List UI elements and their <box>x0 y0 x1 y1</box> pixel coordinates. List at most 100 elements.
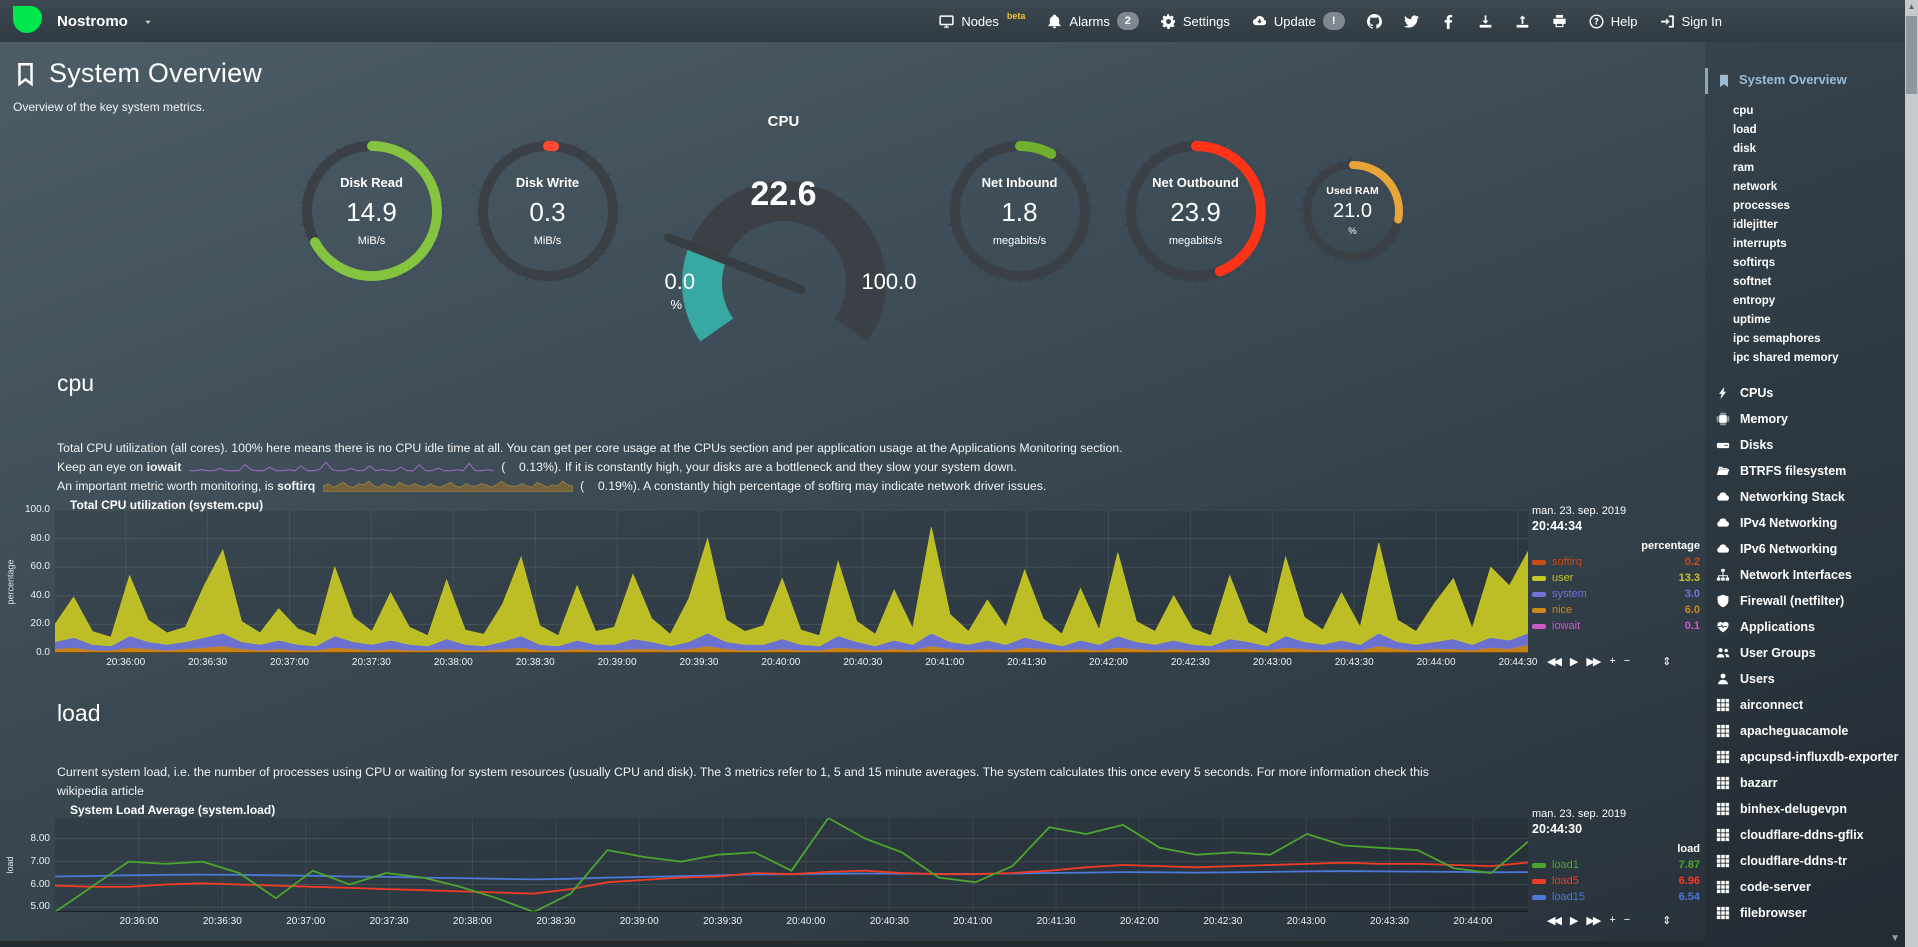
nav-nodes[interactable]: Nodes beta <box>928 0 1036 42</box>
chart-toolbar-button[interactable]: + <box>1609 914 1616 926</box>
sidebar-subitem-interrupts[interactable]: interrupts <box>1733 237 1787 250</box>
sidebar-subitem-ipc-shared-memory[interactable]: ipc shared memory <box>1733 351 1839 364</box>
sidebar-item-user-groups[interactable]: User Groups <box>1705 640 1905 666</box>
y-tick: 0.0 <box>36 647 50 658</box>
sidebar-subitem-cpu[interactable]: cpu <box>1733 104 1754 117</box>
sidebar-item-code-server[interactable]: code-server <box>1705 874 1905 900</box>
sidebar-item-ipv6-networking[interactable]: IPv6 Networking <box>1705 536 1905 562</box>
section-heading-cpu[interactable]: cpu <box>57 370 95 396</box>
legend-swatch <box>1532 862 1546 868</box>
sidebar-subitem-entropy[interactable]: entropy <box>1733 294 1776 307</box>
sidebar-item-apcupsd-influxdb-exporter[interactable]: apcupsd-influxdb-exporter <box>1705 744 1905 770</box>
chart-toolbar-button[interactable]: ◀◀ <box>1547 656 1562 668</box>
gauge-net-inbound[interactable]: Net Inbound 1.8 megabits/s <box>945 136 1095 286</box>
chart-resize-handle[interactable]: ⇕ <box>1662 915 1672 927</box>
monitor-icon <box>939 13 954 29</box>
nav-github[interactable] <box>1356 0 1393 42</box>
legend-row-load1[interactable]: load1 7.87 <box>1532 859 1700 871</box>
sidebar-subitem-ram[interactable]: ram <box>1733 161 1755 174</box>
legend-row-load5[interactable]: load5 6.96 <box>1532 875 1700 887</box>
sidebar-scroll-down-icon[interactable]: ▼ <box>1890 933 1900 944</box>
legend-row-nice[interactable]: nice 6.0 <box>1532 604 1700 616</box>
sidebar-item-users[interactable]: Users <box>1705 666 1905 692</box>
cpu-chart-plot[interactable] <box>55 510 1528 653</box>
sidebar-item-airconnect[interactable]: airconnect <box>1705 692 1905 718</box>
sidebar-subitem-idlejitter[interactable]: idlejitter <box>1733 218 1778 231</box>
nav-save-snapshot[interactable] <box>1467 0 1504 42</box>
legend-row-iowait[interactable]: iowait 0.1 <box>1532 620 1700 632</box>
nav-twitter[interactable] <box>1393 0 1430 42</box>
gauge-net-outbound[interactable]: Net Outbound 23.9 megabits/s <box>1121 136 1271 286</box>
chart-toolbar-button[interactable]: ▶▶ <box>1586 915 1601 927</box>
sidebar-subitem-disk[interactable]: disk <box>1733 142 1757 155</box>
gauge-disk-read[interactable]: Disk Read 14.9 MiB/s <box>297 136 447 286</box>
gauge-cpu[interactable]: CPU 22.6 0.0 100.0 % <box>649 113 919 342</box>
nav-alarms[interactable]: Alarms 2 <box>1036 0 1149 42</box>
load-description-link[interactable]: wikipedia article <box>57 784 144 798</box>
memory-icon <box>1716 412 1740 426</box>
nav-load-snapshot[interactable] <box>1504 0 1541 42</box>
sidebar-subitem-load[interactable]: load <box>1733 123 1757 136</box>
sidebar-item-cpus[interactable]: CPUs <box>1705 380 1905 406</box>
sidebar-item-filebrowser[interactable]: filebrowser <box>1705 900 1905 926</box>
sidebar-item-btrfs-filesystem[interactable]: BTRFS filesystem <box>1705 458 1905 484</box>
sidebar-item-ipv4-networking[interactable]: IPv4 Networking <box>1705 510 1905 536</box>
sidebar-item-label: User Groups <box>1740 645 1816 660</box>
nav-facebook[interactable] <box>1430 0 1467 42</box>
nav-print[interactable] <box>1541 0 1578 42</box>
scroll-up-arrow[interactable]: ▲ <box>1907 2 1916 11</box>
nav-label: Alarms <box>1069 13 1110 29</box>
cpu-description-line3: An important metric worth monitoring, is… <box>57 479 1047 493</box>
nav-update[interactable]: Update! <box>1241 0 1356 42</box>
chart-resize-handle[interactable]: ⇕ <box>1662 656 1672 668</box>
scrollbar-thumb[interactable] <box>1906 16 1917 94</box>
grid-icon <box>1716 750 1740 764</box>
gauge-disk-write[interactable]: Disk Write 0.3 MiB/s <box>473 136 623 286</box>
page-scrollbar[interactable]: ▲ <box>1905 0 1918 947</box>
legend-row-load15[interactable]: load15 6.54 <box>1532 891 1700 903</box>
x-tick: 20:36:00 <box>119 916 159 927</box>
gauge-used-ram[interactable]: Used RAM 21.0 % <box>1297 155 1409 267</box>
chart-toolbar-button[interactable]: − <box>1623 655 1631 667</box>
sidebar-item-disks[interactable]: Disks <box>1705 432 1905 458</box>
sidebar-subitem-softnet[interactable]: softnet <box>1733 275 1772 288</box>
sidebar-item-bazarr[interactable]: bazarr <box>1705 770 1905 796</box>
nav-sign-in[interactable]: Sign In <box>1649 0 1733 42</box>
legend-value: 6.0 <box>1684 604 1700 616</box>
chart-toolbar-button[interactable]: ▶ <box>1569 656 1579 668</box>
legend-swatch <box>1532 607 1546 613</box>
sidebar-item-binhex-delugevpn[interactable]: binhex-delugevpn <box>1705 796 1905 822</box>
sidebar-item-network-interfaces[interactable]: Network Interfaces <box>1705 562 1905 588</box>
chart-toolbar-button[interactable]: ▶ <box>1569 915 1579 927</box>
legend-row-softirq[interactable]: softirq 0.2 <box>1532 556 1700 568</box>
sidebar-subitem-softirqs[interactable]: softirqs <box>1733 256 1776 269</box>
chart-date: man. 23. sep. 2019 <box>1532 505 1627 517</box>
sidebar-item-cloudflare-ddns-gflix[interactable]: cloudflare-ddns-gflix <box>1705 822 1905 848</box>
nav-settings[interactable]: Settings <box>1150 0 1241 42</box>
sidebar-subitem-network[interactable]: network <box>1733 180 1778 193</box>
sidebar-item-label: BTRFS filesystem <box>1740 463 1847 478</box>
sidebar-item-applications[interactable]: Applications <box>1705 614 1905 640</box>
nav-help[interactable]: ? Help <box>1578 0 1649 42</box>
users-icon <box>1716 646 1740 660</box>
sidebar-subitem-uptime[interactable]: uptime <box>1733 313 1771 326</box>
sidebar-item-system-overview[interactable]: System Overview <box>1705 68 1905 94</box>
hostname-dropdown[interactable]: Nostromo <box>10 2 153 40</box>
nav-label: Nodes <box>961 13 999 29</box>
sidebar-item-apacheguacamole[interactable]: apacheguacamole <box>1705 718 1905 744</box>
legend-row-user[interactable]: user 13.3 <box>1532 572 1700 584</box>
chart-toolbar-button[interactable]: ◀◀ <box>1547 915 1562 927</box>
legend-row-system[interactable]: system 3.0 <box>1532 588 1700 600</box>
sidebar-item-memory[interactable]: Memory <box>1705 406 1905 432</box>
sidebar-item-networking-stack[interactable]: Networking Stack <box>1705 484 1905 510</box>
gauge-min: 0.0 <box>664 269 696 294</box>
load-chart-plot[interactable] <box>55 818 1528 912</box>
chart-toolbar-button[interactable]: + <box>1609 655 1616 667</box>
chart-toolbar-button[interactable]: − <box>1623 914 1631 926</box>
sidebar-subitem-processes[interactable]: processes <box>1733 199 1790 212</box>
section-heading-load[interactable]: load <box>57 700 101 726</box>
sidebar-item-firewall-netfilter[interactable]: Firewall (netfilter) <box>1705 588 1905 614</box>
sidebar-item-cloudflare-ddns-tr[interactable]: cloudflare-ddns-tr <box>1705 848 1905 874</box>
chart-toolbar-button[interactable]: ▶▶ <box>1586 656 1601 668</box>
sidebar-subitem-ipc-semaphores[interactable]: ipc semaphores <box>1733 332 1821 345</box>
